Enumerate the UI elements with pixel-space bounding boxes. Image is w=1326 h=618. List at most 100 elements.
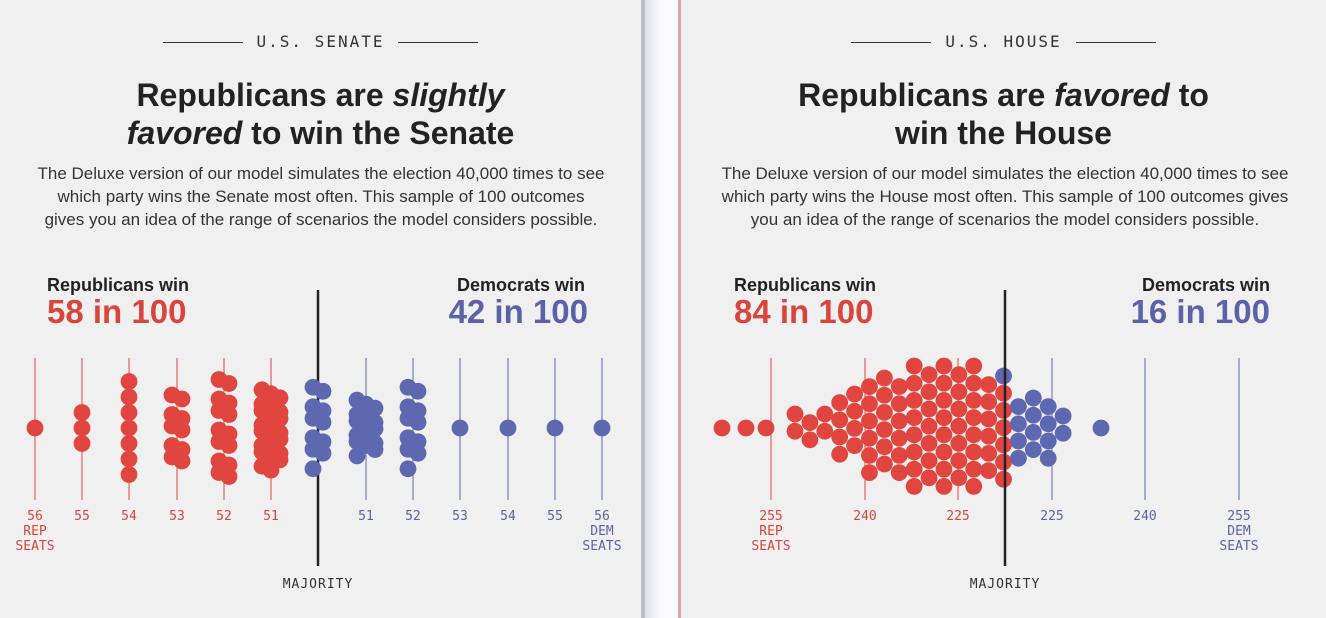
- house-headline-part: Republicans are: [798, 77, 1055, 113]
- outcome-dot: [120, 373, 138, 390]
- outcome-dot: [980, 427, 998, 445]
- outcome-dot: [965, 374, 983, 392]
- axis-tick-label: 255: [1227, 509, 1250, 524]
- outcome-dot: [366, 441, 384, 458]
- senate-rep-win-count: 58 in 100: [47, 293, 187, 330]
- outcome-dot: [861, 378, 878, 395]
- outcome-dot: [875, 369, 893, 387]
- outcome-dot: [905, 460, 923, 478]
- outcome-dot: [920, 383, 938, 401]
- outcome-dot: [920, 417, 938, 435]
- outcome-dot: [935, 357, 953, 375]
- outcome-dot: [348, 447, 366, 465]
- senate-section-text: U.S. SENATE: [256, 32, 385, 51]
- outcome-dot: [995, 402, 1012, 419]
- outcome-dot: [980, 410, 998, 428]
- outcome-dot: [399, 460, 417, 478]
- outcome-dot: [920, 469, 938, 487]
- outcome-dot: [26, 419, 44, 437]
- house-section-text: U.S. HOUSE: [945, 32, 1062, 51]
- outcome-dot: [995, 419, 1012, 436]
- outcome-dot: [1039, 398, 1057, 415]
- outcome-dot: [220, 406, 238, 423]
- senate-section-label: U.S. SENATE: [0, 32, 641, 51]
- outcome-dot: [831, 428, 849, 446]
- senate-rep-win-label: Republicans win: [47, 275, 190, 295]
- house-headline-line-2: win the House: [895, 115, 1112, 151]
- outcome-dot: [905, 374, 923, 392]
- outcome-dot: [905, 478, 923, 495]
- outcome-dot: [1054, 407, 1072, 425]
- section-rule-right: [398, 42, 479, 43]
- senate-panel: U.S. SENATE Republicans are slightly fav…: [0, 0, 641, 618]
- outcome-dot: [846, 402, 863, 420]
- house-rep-win-count: 84 in 100: [734, 293, 874, 330]
- senate-headline-part-2: to win the Senate: [242, 115, 515, 151]
- outcome-dot: [965, 392, 983, 409]
- outcome-dot: [816, 405, 834, 423]
- outcome-dot: [846, 420, 863, 437]
- outcome-dot: [935, 374, 953, 392]
- outcome-dot: [861, 447, 878, 464]
- outcome-dot: [920, 452, 938, 469]
- outcome-dot: [1039, 449, 1057, 467]
- majority-label: MAJORITY: [970, 577, 1041, 592]
- outcome-dot: [73, 435, 91, 452]
- outcome-dot: [995, 470, 1012, 488]
- house-section-label: U.S. HOUSE: [681, 32, 1326, 51]
- outcome-dot: [890, 447, 908, 464]
- senate-dem-win-label: Democrats win: [456, 275, 585, 295]
- outcome-dot: [965, 409, 983, 426]
- outcome-dot: [314, 444, 332, 462]
- outcome-dot: [173, 421, 191, 439]
- axis-sub-label: DEM: [1227, 524, 1251, 539]
- outcome-dot: [409, 413, 427, 431]
- outcome-dot: [905, 443, 923, 461]
- outcome-dot: [737, 419, 755, 437]
- axis-tick-label: 55: [547, 509, 563, 524]
- axis-tick-label: 255: [759, 509, 782, 524]
- outcome-dot: [935, 478, 953, 495]
- house-panel: U.S. HOUSE Republicans are favored to wi…: [681, 0, 1326, 618]
- panel-divider: [641, 0, 681, 618]
- outcome-dot: [120, 466, 138, 483]
- outcome-dot: [451, 419, 469, 437]
- outcome-dot: [816, 422, 834, 440]
- axis-tick-label: 53: [452, 509, 468, 524]
- outcome-dot: [409, 444, 427, 462]
- outcome-dot: [786, 422, 804, 440]
- outcome-dot: [1039, 415, 1057, 433]
- outcome-dot: [1024, 406, 1042, 424]
- outcome-dot: [935, 460, 953, 478]
- outcome-dot: [905, 409, 923, 426]
- outcome-dot: [1010, 449, 1027, 467]
- outcome-dot: [831, 394, 849, 411]
- outcome-dot: [875, 404, 893, 421]
- axis-sub-label: REP: [23, 524, 47, 539]
- senate-headline-part: Republicans are: [136, 77, 393, 113]
- outcome-dot: [905, 426, 923, 444]
- outcome-dot: [73, 404, 91, 421]
- outcome-dot: [875, 386, 893, 404]
- outcome-dot: [875, 438, 893, 456]
- outcome-dot: [120, 450, 138, 468]
- outcome-dot: [831, 411, 849, 429]
- outcome-dot: [262, 461, 280, 479]
- outcome-dot: [1054, 424, 1072, 442]
- axis-tick-label: 51: [358, 509, 374, 524]
- outcome-dot: [846, 385, 863, 403]
- axis-tick-label: 225: [1040, 509, 1063, 524]
- outcome-dot: [801, 414, 819, 431]
- outcome-dot: [713, 419, 731, 437]
- outcome-dot: [1039, 432, 1057, 450]
- outcome-dot: [861, 464, 878, 481]
- majority-label: MAJORITY: [283, 577, 354, 592]
- outcome-dot: [965, 357, 983, 375]
- axis-tick-label: 240: [853, 509, 876, 524]
- section-rule-left: [162, 42, 243, 43]
- outcome-dot: [73, 419, 91, 437]
- outcome-dot: [950, 366, 968, 383]
- outcome-dot: [935, 409, 953, 426]
- outcome-dot: [1024, 424, 1042, 441]
